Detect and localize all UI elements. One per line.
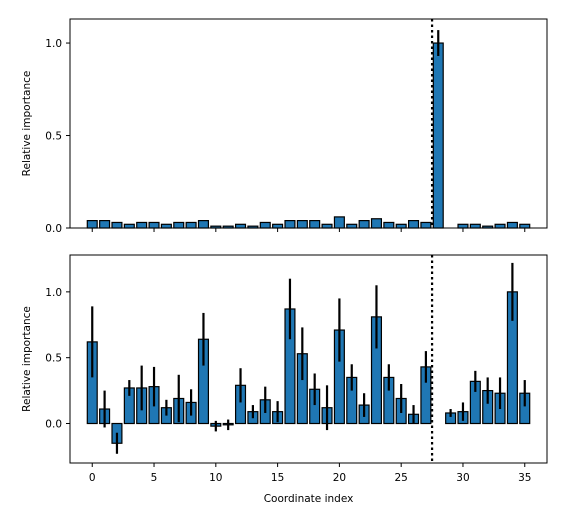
bar-0-33 [494,223,506,229]
bar-0-20 [333,216,345,229]
ytick-label-1-1: 0.5 [45,353,62,365]
bar-0-16 [284,220,296,229]
top-panel: 0.0 0.5 1.0 Relative importance [21,18,548,235]
bar-0-22 [358,220,370,229]
xtick-label-1-3: 15 [271,472,284,484]
bar-0-24 [383,221,395,229]
bar-0-9 [197,220,210,229]
bar-0-4 [136,221,148,229]
bar-0-19 [321,223,333,229]
ylabel-0: Relative importance [21,71,33,177]
xtick-label-1-5: 25 [394,472,407,484]
bar-0-25 [395,223,407,229]
bar-0-35 [519,223,531,229]
axes-frame-0 [69,18,548,229]
bar-0-27 [420,221,432,229]
bar-0-34 [506,221,518,229]
bottom-panel: 0.0 0.5 1.0 0 5 10 15 20 25 30 35 Relative importan… [21,254,548,505]
xlabel-1: Coordinate index [264,493,354,505]
bar-0-14 [259,221,271,229]
ytick-label-1-0: 0.0 [45,419,62,431]
bar-0-5 [148,221,160,229]
bar-0-6 [160,223,172,229]
xtick-label-1-2: 10 [209,472,222,484]
bar-0-18 [309,220,321,229]
bar-0-26 [407,220,420,229]
bar-0-1 [99,220,111,229]
bar-0-15 [272,223,284,229]
ytick-label-0-0: 0.0 [45,223,62,235]
xtick-label-1-0: 0 [89,472,96,484]
bar-0-17 [296,220,308,229]
bar-0-30 [457,223,469,229]
ytick-label-1-2: 1.0 [45,287,62,299]
ylabel-1: Relative importance [21,306,33,412]
bar-0-0 [86,220,98,229]
bar-0-21 [346,223,358,229]
bar-0-12 [234,223,247,229]
xtick-label-1-4: 20 [333,472,346,484]
bar-0-3 [123,223,135,229]
xtick-label-1-7: 35 [518,472,531,484]
axes-frame-1 [69,254,548,464]
bar-0-31 [469,223,481,229]
xtick-label-1-6: 30 [456,472,469,484]
ytick-label-0-1: 0.5 [45,131,62,143]
bar-0-8 [185,221,197,229]
bar-0-2 [111,221,123,229]
bar-0-23 [370,218,383,229]
bar-0-28 [432,42,444,229]
xtick-label-1-1: 5 [151,472,158,484]
ytick-label-0-2: 1.0 [45,38,62,50]
bar-0-7 [173,221,185,229]
